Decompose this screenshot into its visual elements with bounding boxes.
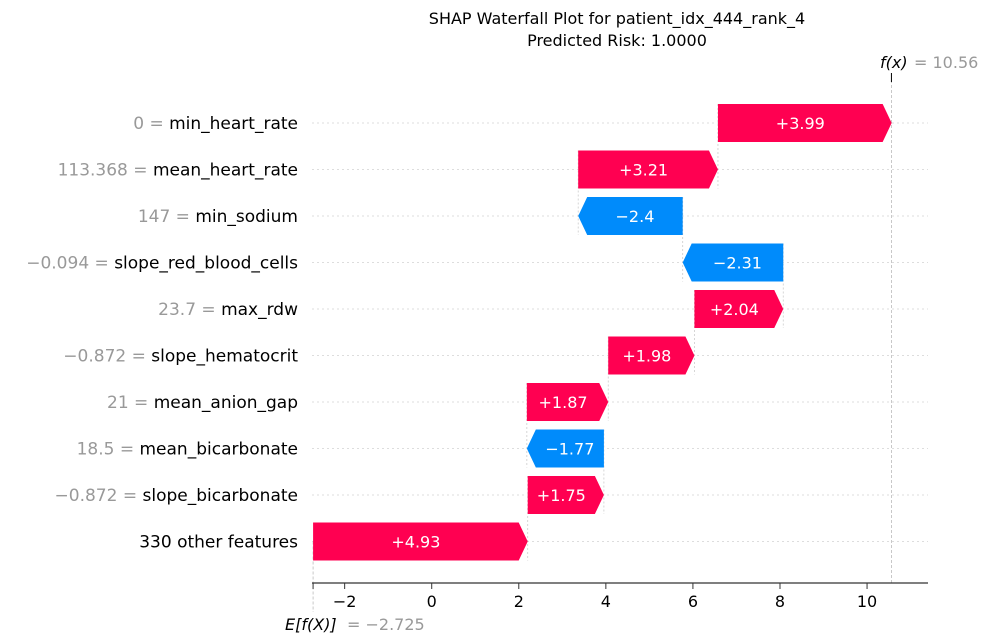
bar-330-other-features (313, 522, 528, 561)
x-axis: −2 0 2 4 6 8 10 (312, 582, 928, 611)
bar-value-label: +3.21 (619, 161, 668, 180)
bar-value-label: +2.04 (710, 300, 759, 319)
bar-min_heart_rate (717, 104, 892, 142)
x-tick-label: 0 (427, 592, 437, 611)
feature-value: −0.872 = (63, 347, 151, 367)
y-tick-label: 0 = min_heart_rate (133, 114, 298, 134)
feature-value: 18.5 = (77, 440, 140, 460)
x-tick-label: 2 (514, 592, 524, 611)
labels-layer: +3.99 0 = min_heart_rate +3.21 113.368 = me… (26, 114, 825, 553)
y-tick-label: 330 other features (139, 533, 298, 553)
y-tick-label: 113.368 = mean_heart_rate (58, 161, 298, 181)
bar-slope_bicarbonate (527, 476, 604, 514)
x-tick-label: 6 (688, 592, 698, 611)
bar-value-label: +4.93 (391, 533, 440, 552)
feature-value: −0.094 = (26, 254, 114, 274)
feature-name: mean_anion_gap (154, 393, 298, 413)
bar-min_sodium (578, 197, 683, 235)
feature-name: max_rdw (221, 300, 298, 320)
y-tick-label: −0.872 = slope_hematocrit (63, 347, 298, 367)
feature-name: mean_heart_rate (153, 161, 298, 181)
bar-mean_heart_rate (578, 150, 718, 189)
y-tick-label: −0.872 = slope_bicarbonate (55, 486, 298, 506)
y-tick-label: 21 = mean_anion_gap (107, 393, 298, 413)
x-tick-label: −2 (333, 592, 357, 611)
bar-mean_bicarbonate (526, 429, 604, 468)
chart-title: SHAP Waterfall Plot for patient_idx_444_… (429, 9, 805, 29)
feature-value: 113.368 = (58, 161, 153, 181)
bar-value-label: +1.75 (537, 486, 586, 505)
feature-name: min_heart_rate (169, 114, 298, 134)
bars-layer (313, 104, 892, 561)
bar-value-label: +1.98 (622, 347, 671, 366)
x-tick-label: 10 (857, 592, 877, 611)
y-tick-label: 18.5 = mean_bicarbonate (77, 440, 298, 460)
x-tick-label: 8 (775, 592, 785, 611)
fx-label: f(x) (880, 53, 908, 72)
bar-mean_anion_gap (526, 383, 609, 421)
feature-name: slope_bicarbonate (142, 486, 298, 506)
feature-name: 330 other features (139, 533, 298, 553)
base-value-text: = −2.725 (347, 615, 425, 634)
y-tick-label: 147 = min_sodium (138, 207, 298, 227)
bar-max_rdw (694, 290, 784, 328)
bar-value-label: +3.99 (776, 114, 825, 133)
base-value-label: E[f(X)] (285, 615, 337, 634)
feature-name: slope_hematocrit (151, 347, 298, 367)
bar-value-label: −1.77 (545, 440, 594, 459)
feature-value: 0 = (133, 114, 169, 134)
fx-value-text: = 10.56 (914, 53, 978, 72)
x-tick-label: 4 (601, 592, 611, 611)
bar-slope_red_blood_cells (682, 243, 784, 282)
bar-value-label: −2.31 (713, 254, 762, 273)
chart-subtitle: Predicted Risk: 1.0000 (527, 31, 707, 50)
y-tick-label: 23.7 = max_rdw (158, 300, 298, 320)
feature-value: −0.872 = (55, 486, 143, 506)
bar-slope_hematocrit (608, 336, 695, 375)
y-tick-label: −0.094 = slope_red_blood_cells (26, 254, 298, 274)
feature-value: 23.7 = (158, 300, 221, 320)
feature-name: min_sodium (195, 207, 298, 227)
bar-value-label: +1.87 (539, 393, 588, 412)
feature-name: slope_red_blood_cells (114, 254, 298, 274)
feature-value: 147 = (138, 207, 196, 227)
bar-value-label: −2.4 (616, 207, 655, 226)
feature-name: mean_bicarbonate (140, 440, 299, 460)
feature-value: 21 = (107, 393, 154, 413)
